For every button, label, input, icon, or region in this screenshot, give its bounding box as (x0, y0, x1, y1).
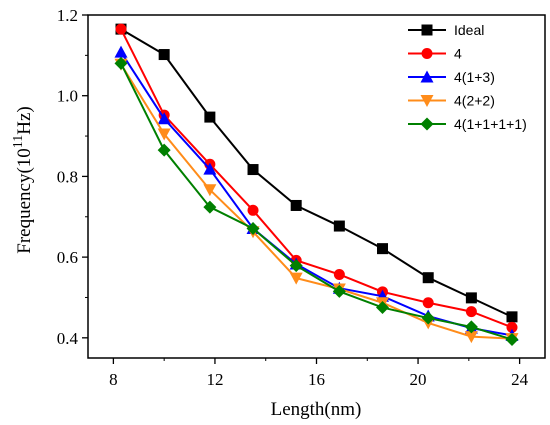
y-axis-title-unit: Hz) (14, 106, 35, 134)
data-point (505, 332, 519, 346)
data-point (247, 204, 259, 216)
series-Ideal (115, 23, 518, 323)
data-point (289, 259, 303, 273)
data-point (422, 272, 434, 284)
data-point (158, 49, 170, 61)
series-line (120, 63, 513, 340)
data-point (203, 162, 217, 175)
y-tick-label: 1.0 (57, 87, 78, 106)
data-point (333, 268, 345, 280)
legend-marker (420, 95, 434, 107)
data-point (157, 112, 171, 125)
legend-marker (421, 48, 433, 59)
legend-label: 4 (454, 46, 462, 62)
series-layer (114, 23, 519, 346)
series-line (120, 28, 513, 318)
data-point (377, 243, 389, 255)
legend-item: 4(1+1+1+1) (408, 116, 527, 132)
legend-item: 4(1+3) (408, 69, 495, 85)
y-axis-title: Frequency(1011Hz) (11, 106, 35, 254)
legend-marker (421, 24, 433, 36)
data-point (246, 221, 260, 235)
data-point (203, 184, 217, 197)
data-point (422, 297, 434, 309)
data-point (464, 320, 478, 334)
legend-marker (420, 117, 434, 131)
axes: 8 12 16 20 24 0.4 0.6 0.8 1.0 1.2 (57, 6, 546, 389)
legend-label: 4(1+3) (454, 69, 495, 85)
legend-label: 4(2+2) (454, 93, 495, 109)
series-4(1+3) (114, 45, 519, 341)
data-point (464, 331, 478, 344)
x-tick-label: 16 (308, 370, 325, 389)
y-axis-title-main: Frequency(10 (14, 148, 35, 254)
legend: Ideal 4 4(1+3) 4(2+2) 4(1+1+1+1) (408, 22, 527, 132)
x-tick-label: 20 (410, 370, 427, 389)
series-4(1+1+1+1) (114, 56, 519, 346)
x-axis-title: Length(nm) (271, 399, 362, 420)
series-line (120, 28, 513, 329)
data-point (203, 200, 217, 214)
data-point (114, 45, 128, 58)
data-point (289, 272, 303, 285)
legend-item: 4 (408, 46, 462, 62)
x-tick-label: 24 (511, 370, 529, 389)
data-point (465, 292, 477, 304)
legend-label: 4(1+1+1+1) (454, 116, 527, 132)
plot-frame (87, 14, 546, 359)
data-point (332, 284, 346, 298)
y-tick-label: 0.4 (57, 329, 79, 348)
data-point (506, 311, 518, 323)
y-tick-label: 0.8 (57, 167, 78, 186)
y-axis-title-exponent: 11 (11, 135, 26, 148)
y-tick-label: 0.6 (57, 248, 78, 267)
x-tick-label: 12 (206, 370, 223, 389)
data-point (157, 128, 171, 141)
data-point (333, 220, 345, 232)
data-point (247, 164, 259, 176)
data-point (376, 301, 390, 315)
series-line (120, 62, 513, 341)
data-point (204, 111, 216, 123)
data-point (290, 199, 302, 211)
legend-item: 4(2+2) (408, 93, 495, 109)
data-point (115, 23, 127, 35)
data-point (421, 311, 435, 325)
y-tick-label: 1.2 (57, 6, 78, 25)
legend-marker (420, 70, 434, 83)
data-point (157, 143, 171, 157)
x-tick-label: 8 (109, 370, 118, 389)
data-point (465, 306, 477, 318)
legend-label: Ideal (454, 22, 484, 38)
data-point (506, 321, 518, 333)
data-point (114, 56, 128, 70)
legend-item: Ideal (408, 22, 484, 38)
